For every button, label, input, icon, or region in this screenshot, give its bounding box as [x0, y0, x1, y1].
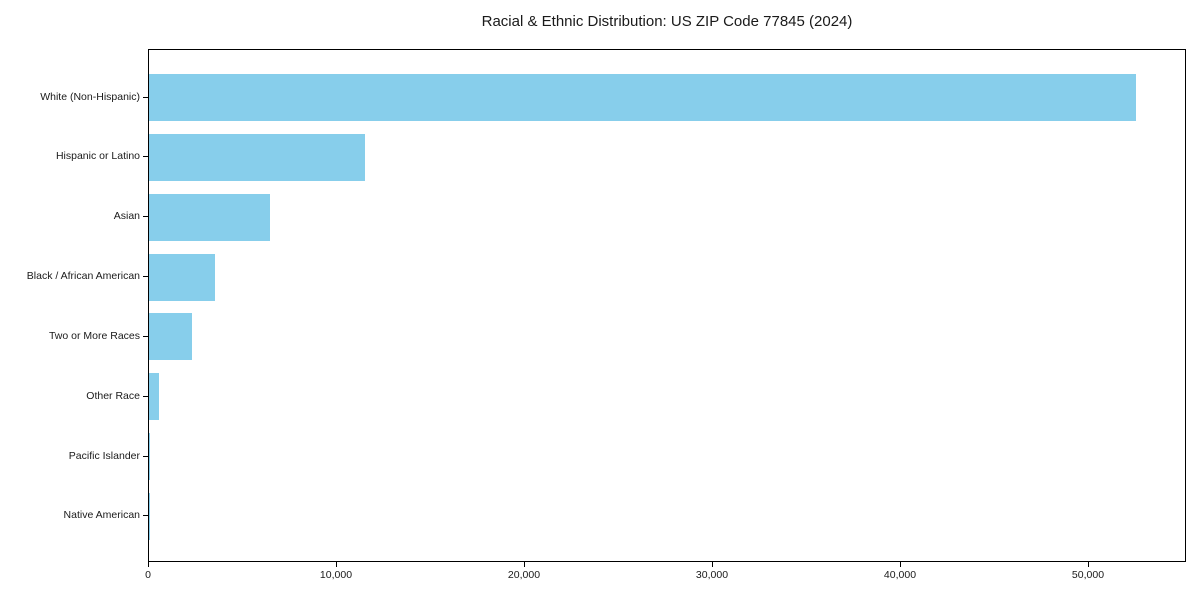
plot-area [148, 49, 1186, 562]
x-tick-label-10000: 10,000 [319, 569, 353, 581]
x-tick-mark [148, 562, 149, 567]
x-tick-mark [711, 562, 713, 567]
x-tick-mark [523, 562, 525, 567]
chart-title: Racial & Ethnic Distribution: US ZIP Cod… [481, 13, 853, 30]
x-tick-label-40000: 40,000 [883, 569, 917, 581]
y-tick-mark [143, 216, 148, 218]
bar-hispanic-or-latino [149, 133, 366, 181]
y-tick-mark [143, 156, 148, 158]
x-tick-label-50000: 50,000 [1071, 569, 1105, 581]
x-tick-label-0: 0 [145, 569, 151, 581]
y-tick-label-hispanic-or-latino: Hispanic or Latino [55, 150, 140, 163]
x-tick-label-20000: 20,000 [507, 569, 541, 581]
bar-two-or-more-races [149, 313, 193, 361]
y-tick-label-pacific-islander: Pacific Islander [68, 449, 140, 462]
y-tick-label-native-american: Native American [63, 509, 140, 522]
x-tick-mark [335, 562, 337, 567]
bar-other-race [149, 373, 160, 421]
y-tick-label-white-non-hispanic: White (Non-Hispanic) [40, 90, 140, 103]
y-tick-label-asian: Asian [113, 210, 140, 223]
y-tick-label-black-african-american: Black / African American [26, 270, 140, 283]
y-tick-mark [143, 276, 148, 278]
bar-asian [149, 193, 271, 241]
bar-white-non-hispanic [149, 74, 1136, 121]
x-tick-mark [899, 562, 901, 567]
y-tick-label-other-race: Other Race [86, 389, 140, 402]
y-tick-mark [143, 395, 148, 397]
y-tick-mark [143, 96, 148, 98]
x-tick-mark [1087, 562, 1089, 567]
y-tick-label-two-or-more-races: Two or More Races [48, 329, 140, 342]
bar-pacific-islander [149, 433, 151, 481]
x-tick-label-30000: 30,000 [695, 569, 729, 581]
y-tick-mark [143, 515, 148, 517]
bar-native-american [149, 492, 150, 540]
y-tick-mark [143, 455, 148, 457]
bar-black-african-american [149, 253, 215, 301]
y-tick-mark [143, 335, 148, 337]
